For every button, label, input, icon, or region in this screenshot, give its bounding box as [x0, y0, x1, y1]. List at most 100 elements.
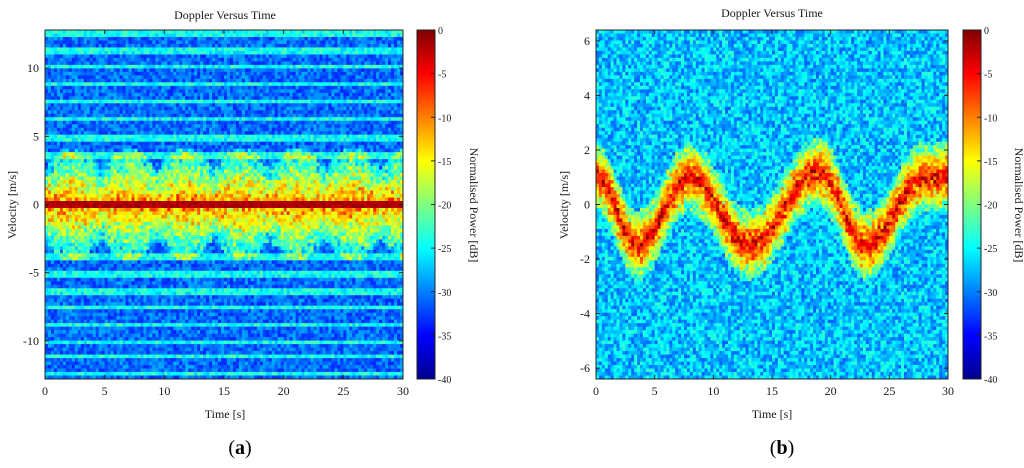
panel-a-cell	[352, 100, 355, 104]
panel-a-cell	[367, 33, 370, 37]
panel-a-cell	[206, 58, 209, 62]
panel-a-cell	[251, 54, 254, 58]
panel-a-cell	[358, 40, 361, 44]
panel-a-cell	[188, 142, 191, 146]
panel-a-cell	[388, 89, 391, 93]
panel-a-cell	[102, 159, 105, 163]
panel-a-cell	[340, 75, 343, 79]
panel-a-cell	[275, 33, 278, 37]
panel-a-cell	[251, 47, 254, 51]
panel-a-cell	[308, 110, 311, 114]
panel-a-cell	[293, 135, 296, 139]
panel-a-cell	[394, 100, 397, 104]
panel-a-cell	[233, 138, 236, 142]
panel-a-cell	[60, 37, 63, 41]
panel-a-cell	[269, 61, 272, 65]
panel-a-cell	[135, 30, 138, 34]
panel-a-cell	[394, 138, 397, 142]
panel-a-cell	[257, 100, 260, 104]
panel-a-cell	[352, 149, 355, 153]
panel-a-cell	[126, 138, 129, 142]
panel-a-cell	[242, 82, 245, 86]
panel-a-cell	[349, 156, 352, 160]
panel-a-cell	[221, 79, 224, 83]
panel-a-cell	[319, 124, 322, 128]
panel-a-cell	[251, 37, 254, 41]
panel-a-cell	[358, 68, 361, 72]
panel-a-cell	[319, 149, 322, 153]
panel-a-cell	[260, 107, 263, 111]
panel-a-cell	[296, 114, 299, 118]
panel-a-cell	[57, 145, 60, 149]
panel-a-cell	[266, 149, 269, 153]
panel-a-cell	[388, 86, 391, 90]
panel-a-cell	[385, 75, 388, 79]
panel-a-cell	[87, 103, 90, 107]
panel-a-cell	[293, 79, 296, 83]
panel-a-cell	[385, 166, 388, 170]
panel-a-cell	[191, 93, 194, 97]
panel-a-cell	[290, 142, 293, 146]
panel-a-cell	[367, 68, 370, 72]
panel-a-cell	[275, 145, 278, 149]
panel-a-cell	[51, 103, 54, 107]
panel-a-cell	[126, 152, 129, 156]
panel-a-cell	[322, 65, 325, 69]
panel-a-cell	[305, 170, 308, 174]
panel-a-cell	[242, 89, 245, 93]
panel-a-cell	[236, 75, 239, 79]
panel-a-cell	[272, 149, 275, 153]
panel-a-cell	[311, 72, 314, 76]
panel-a-cell	[248, 37, 251, 41]
panel-a-cell	[224, 33, 227, 37]
panel-a-cell	[45, 128, 48, 132]
panel-a-cell	[209, 163, 212, 167]
panel-a-cell	[72, 51, 75, 55]
panel-a-cell	[266, 121, 269, 125]
panel-a-cell	[45, 170, 48, 174]
panel-a-cell	[117, 86, 120, 90]
panel-a-cell	[346, 152, 349, 156]
panel-a-cell	[212, 89, 215, 93]
panel-a-cell	[155, 121, 158, 125]
panel-a-cell	[296, 124, 299, 128]
panel-a-cell	[143, 131, 146, 135]
panel-a-cell	[215, 61, 218, 65]
panel-a-cell	[48, 142, 51, 146]
panel-a-cell	[224, 51, 227, 55]
panel-a-cell	[215, 33, 218, 37]
panel-a-cell	[394, 166, 397, 170]
panel-a-cell	[373, 103, 376, 107]
panel-a-cell	[179, 100, 182, 104]
panel-a-cell	[257, 152, 260, 156]
panel-a-cell	[331, 159, 334, 163]
panel-a-cell	[367, 114, 370, 118]
panel-a-cell	[293, 96, 296, 100]
panel-a-cell	[248, 100, 251, 104]
panel-a-cell	[182, 44, 185, 48]
panel-a-cell	[242, 110, 245, 114]
panel-a-cell	[182, 128, 185, 132]
panel-a-cell	[379, 51, 382, 55]
panel-a-cell	[358, 51, 361, 55]
panel-a-cell	[93, 149, 96, 153]
panel-a-cell	[275, 152, 278, 156]
panel-a-cell	[325, 156, 328, 160]
panel-a-cell	[123, 152, 126, 156]
panel-a-cell	[322, 103, 325, 107]
panel-a-cell	[161, 156, 164, 160]
panel-a-cell	[343, 61, 346, 65]
panel-a-cell	[325, 89, 328, 93]
panel-a-cell	[263, 152, 266, 156]
panel-a-cell	[302, 82, 305, 86]
panel-a-cell	[334, 72, 337, 76]
panel-a-cell	[233, 61, 236, 65]
panel-a-cell	[176, 93, 179, 97]
panel-a-cell	[287, 107, 290, 111]
panel-a-cell	[45, 145, 48, 149]
panel-a-cell	[373, 37, 376, 41]
panel-a-cell	[188, 110, 191, 114]
panel-a-cell	[373, 79, 376, 83]
panel-a-cell	[334, 33, 337, 37]
panel-a-cell	[140, 65, 143, 69]
